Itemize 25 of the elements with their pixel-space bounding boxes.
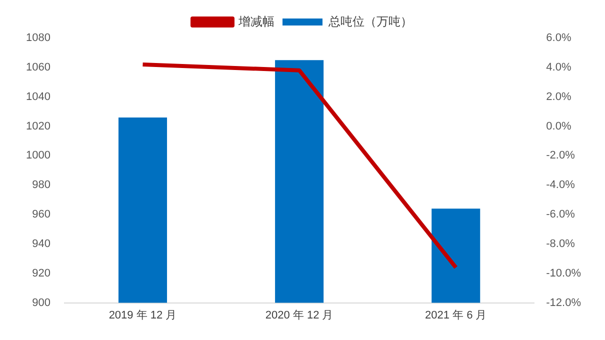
y-tick-label: 940 (32, 238, 50, 250)
x-tick-label: 2019 年 12 月 (108, 309, 177, 322)
y2-tick-label: -2.0% (546, 150, 576, 162)
y-tick-label: 960 (32, 208, 50, 221)
y-tick-label: 920 (32, 267, 50, 280)
y2-tick-label: -4.0% (546, 179, 576, 192)
y2-tick-label: 0.0% (546, 120, 572, 132)
y-tick-label: 1080 (26, 32, 50, 44)
y-tick-label: 1040 (26, 90, 50, 103)
y2-tick-label: 4.0% (546, 61, 572, 74)
x-tick-label: 2020 年 12 月 (265, 309, 334, 322)
y-tick-label: 1020 (26, 120, 50, 132)
y-tick-label: 1000 (26, 150, 50, 162)
legend-label: 总吨位（万吨） (328, 14, 412, 28)
y-tick-label: 980 (32, 179, 50, 192)
y2-tick-label: 6.0% (546, 32, 572, 44)
y2-tick-label: -8.0% (546, 238, 576, 250)
y2-tick-label: -10.0% (546, 267, 582, 280)
y2-tick-label: 2.0% (546, 90, 572, 103)
y-tick-label: 900 (32, 296, 50, 309)
legend-label: 增减幅 (238, 14, 274, 28)
y2-tick-label: -6.0% (546, 208, 576, 221)
y2-tick-label: -12.0% (546, 296, 582, 309)
x-tick-label: 2021 年 6 月 (424, 309, 487, 322)
y-tick-label: 1060 (26, 61, 50, 74)
